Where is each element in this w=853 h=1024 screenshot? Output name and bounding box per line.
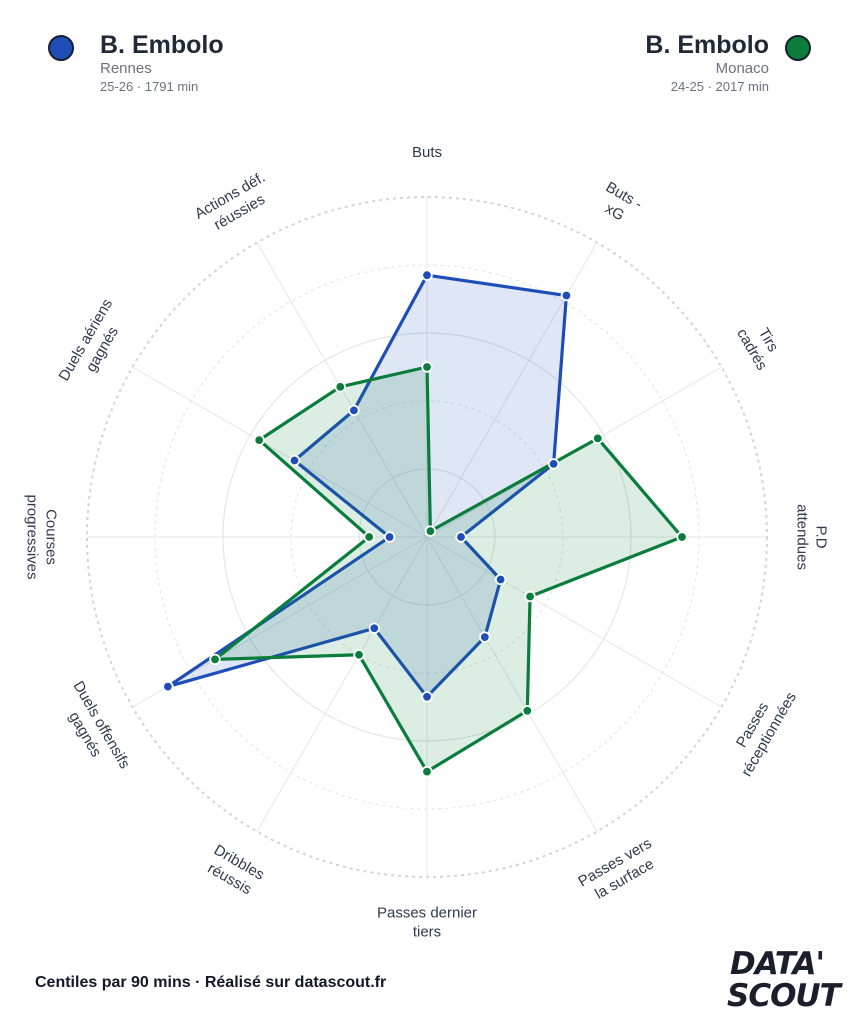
axis-label-text-5: Passes versla surface xyxy=(575,835,664,907)
logo-line2: SCOUT xyxy=(727,978,841,1014)
axis-label-text-7: Dribblesréussis xyxy=(201,842,267,901)
point-monaco-0 xyxy=(421,361,433,373)
axis-label-3: P.Dattendues xyxy=(794,504,830,570)
axis-label-6: Passes dernier tiers xyxy=(377,905,477,941)
point-rennes-9 xyxy=(383,531,396,543)
point-monaco-5 xyxy=(521,705,534,717)
point-rennes-7 xyxy=(368,622,381,634)
point-rennes-0 xyxy=(421,269,433,281)
point-rennes-8 xyxy=(162,680,174,693)
axis-spoke xyxy=(426,536,722,708)
axis-label-0: Buts xyxy=(412,144,442,161)
axis-label-2: Tirscadrés xyxy=(733,316,787,373)
point-monaco-9 xyxy=(363,531,375,543)
axis-spoke xyxy=(426,536,598,832)
point-monaco-1 xyxy=(424,525,437,537)
axis-label-text-3: P.Dattendues xyxy=(794,504,830,570)
point-rennes-1 xyxy=(560,289,573,302)
point-rennes-3 xyxy=(455,531,467,543)
player-left-meta: 25-26 · 1791 min xyxy=(100,79,199,94)
player-right-color-dot xyxy=(785,35,811,61)
point-monaco-8 xyxy=(209,653,221,666)
axis-label-9: Coursesprogressives xyxy=(24,494,60,579)
axis-label-1: Buts -xG xyxy=(593,179,645,230)
axis-label-text-11: Actions déf.réussies xyxy=(192,169,278,239)
axis-label-10: Duels aériensgagnés xyxy=(55,296,132,393)
axis-spoke xyxy=(256,536,428,832)
point-rennes-6 xyxy=(421,691,433,703)
point-rennes-4 xyxy=(494,573,507,586)
point-monaco-11 xyxy=(334,381,347,393)
point-rennes-11 xyxy=(348,404,360,417)
player-right-meta: 24-25 · 2017 min xyxy=(670,79,769,94)
player-left-club: Rennes xyxy=(100,60,152,77)
logo-line1: DATA' xyxy=(730,946,825,982)
point-rennes-2 xyxy=(547,458,560,470)
axis-label-11: Actions déf.réussies xyxy=(192,169,278,239)
point-rennes-10 xyxy=(288,454,301,467)
player-right-club: Monaco xyxy=(715,60,769,77)
point-monaco-6 xyxy=(421,765,433,778)
point-monaco-3 xyxy=(676,531,688,543)
player-right-name: B. Embolo xyxy=(645,31,769,59)
point-monaco-4 xyxy=(524,590,536,603)
point-monaco-2 xyxy=(592,432,604,445)
axis-label-text-6: Passes dernier tiers xyxy=(377,905,477,941)
axis-label-4: Passesréceptionnées xyxy=(722,680,800,780)
datascout-logo: DATA' SCOUT xyxy=(727,946,841,1014)
axis-label-text-1: Buts -xG xyxy=(593,179,645,230)
axis-spoke xyxy=(132,366,428,538)
axis-label-text-4: Passesréceptionnées xyxy=(722,680,800,780)
footer-caption: Centiles par 90 mins · Réalisé sur datas… xyxy=(35,974,387,991)
player-left-name: B. Embolo xyxy=(100,31,224,59)
axis-label-text-9: Coursesprogressives xyxy=(24,494,60,579)
axis-label-5: Passes versla surface xyxy=(575,835,664,907)
point-monaco-10 xyxy=(253,434,265,446)
point-rennes-5 xyxy=(479,631,491,643)
axis-label-text-0: Buts xyxy=(412,144,442,161)
axis-label-7: Dribblesréussis xyxy=(201,842,267,901)
axis-label-text-10: Duels aériensgagnés xyxy=(55,296,132,393)
axis-label-8: Duels offensifsgagnés xyxy=(53,678,133,781)
axis-label-text-2: Tirscadrés xyxy=(733,316,787,373)
player-left-color-dot xyxy=(48,35,74,61)
axis-label-text-8: Duels offensifsgagnés xyxy=(53,678,133,781)
point-monaco-7 xyxy=(353,649,365,661)
